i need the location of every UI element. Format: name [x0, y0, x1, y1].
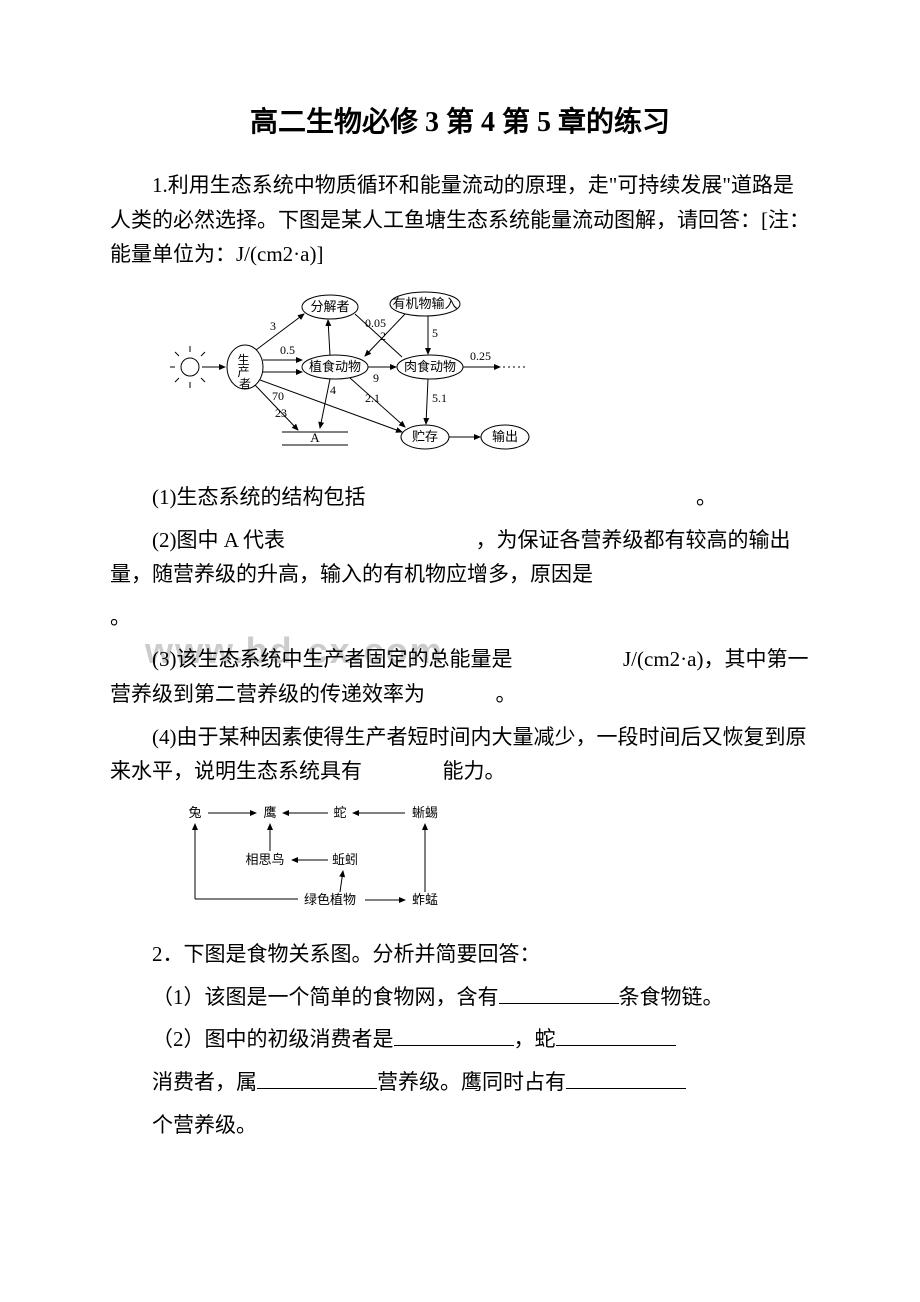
- q1-part4: (4)由于某种因素使得生产者短时间内大量减少，一段时间后又恢复到原来水平，说明生…: [110, 720, 810, 789]
- node-rabbit: 兔: [188, 805, 201, 820]
- q2-part2: （2）图中的初级消费者是 ，蛇: [110, 1022, 810, 1057]
- svg-text:0.5: 0.5: [280, 343, 295, 357]
- svg-text:分解者: 分解者: [310, 299, 349, 314]
- q2-part1: （1）该图是一个简单的食物网，含有 条食物链。: [110, 980, 810, 1015]
- svg-text:肉食动物: 肉食动物: [404, 359, 456, 374]
- q1-part1: (1)生态系统的结构包括 。: [110, 480, 810, 515]
- q1-diagram: 生 产 者 分解者 有机物输入 植食动物 肉食动物 A 贮存: [110, 282, 810, 462]
- q2-part4: 个营养级。: [110, 1108, 810, 1143]
- blank: [556, 1024, 676, 1046]
- q1-stem: 1.利用生态系统中物质循环和能量流动的原理，走"可持续发展"道路是人类的必然选择…: [110, 168, 810, 272]
- blank: [566, 1067, 686, 1089]
- page-title: 高二生物必修 3 第 4 第 5 章的练习: [110, 100, 810, 140]
- q2-diagram: 兔 鹰 蛇 蜥蜴 相思鸟 蚯蚓 绿色植物 蚱蜢: [110, 799, 810, 919]
- q1-p4-b: 能力。: [443, 759, 506, 783]
- svg-text:5: 5: [432, 326, 438, 340]
- energy-flow-svg: 生 产 者 分解者 有机物输入 植食动物 肉食动物 A 贮存: [170, 282, 540, 457]
- blank: [257, 1067, 377, 1089]
- q1-p2-end: 。: [110, 600, 810, 635]
- q2-p3-b: 营养级。鹰同时占有: [377, 1070, 566, 1094]
- svg-text:3: 3: [270, 319, 276, 333]
- q1-p1-end: 。: [696, 485, 717, 509]
- q2-part3: 消费者，属 营养级。鹰同时占有: [110, 1065, 810, 1100]
- svg-text:4: 4: [330, 383, 336, 397]
- q1-part3: (3)该生态系统中生产者固定的总能量是 J/(cm2·a)，其中第一营养级到第二…: [110, 642, 810, 711]
- q2-p3-a: 消费者，属: [152, 1070, 257, 1094]
- svg-text:生 产 者: 生 产 者: [237, 353, 252, 391]
- svg-text:输出: 输出: [492, 429, 518, 444]
- blank: [499, 982, 619, 1004]
- svg-text:0.25: 0.25: [470, 349, 491, 363]
- q2-p2-a: （2）图中的初级消费者是: [152, 1027, 394, 1051]
- q2-p1-a: （1）该图是一个简单的食物网，含有: [152, 985, 499, 1009]
- document-page: 高二生物必修 3 第 4 第 5 章的练习 1.利用生态系统中物质循环和能量流动…: [0, 0, 920, 1210]
- node-lizard: 蜥蜴: [412, 805, 438, 820]
- svg-text:2.1: 2.1: [365, 391, 380, 405]
- q1-p3-a: (3)该生态系统中生产者固定的总能量是: [152, 647, 513, 671]
- node-plant: 绿色植物: [304, 892, 356, 907]
- q2-p1-b: 条食物链。: [619, 985, 724, 1009]
- svg-text:5.1: 5.1: [432, 391, 447, 405]
- node-eagle: 鹰: [263, 805, 276, 820]
- q2-p2-b: ，蛇: [514, 1027, 556, 1051]
- blank: [394, 1024, 514, 1046]
- q1-p2-a: (2)图中 A 代表: [152, 528, 285, 552]
- svg-text:贮存: 贮存: [412, 429, 438, 444]
- svg-text:9: 9: [373, 371, 379, 385]
- q1-part2: (2)图中 A 代表 ，为保证各营养级都有较高的输出量，随营养级的升高，输入的有…: [110, 523, 810, 592]
- svg-text:植食动物: 植食动物: [309, 359, 361, 374]
- svg-text:有机物输入: 有机物输入: [392, 296, 457, 311]
- svg-text:70: 70: [272, 389, 284, 403]
- svg-text:0.05: 0.05: [365, 316, 386, 330]
- svg-text:2: 2: [380, 329, 386, 343]
- svg-text:23: 23: [275, 406, 287, 420]
- node-bird: 相思鸟: [245, 852, 284, 867]
- q2-stem: 2．下图是食物关系图。分析并简要回答：: [110, 937, 810, 972]
- q1-p3-end: 。: [496, 682, 517, 706]
- node-worm: 蚯蚓: [332, 852, 358, 867]
- node-snake: 蛇: [333, 805, 346, 820]
- q1-p1-text: (1)生态系统的结构包括: [152, 485, 366, 509]
- node-locust: 蚱蜢: [412, 892, 438, 907]
- food-web-svg: 兔 鹰 蛇 蜥蜴 相思鸟 蚯蚓 绿色植物 蚱蜢: [170, 799, 480, 914]
